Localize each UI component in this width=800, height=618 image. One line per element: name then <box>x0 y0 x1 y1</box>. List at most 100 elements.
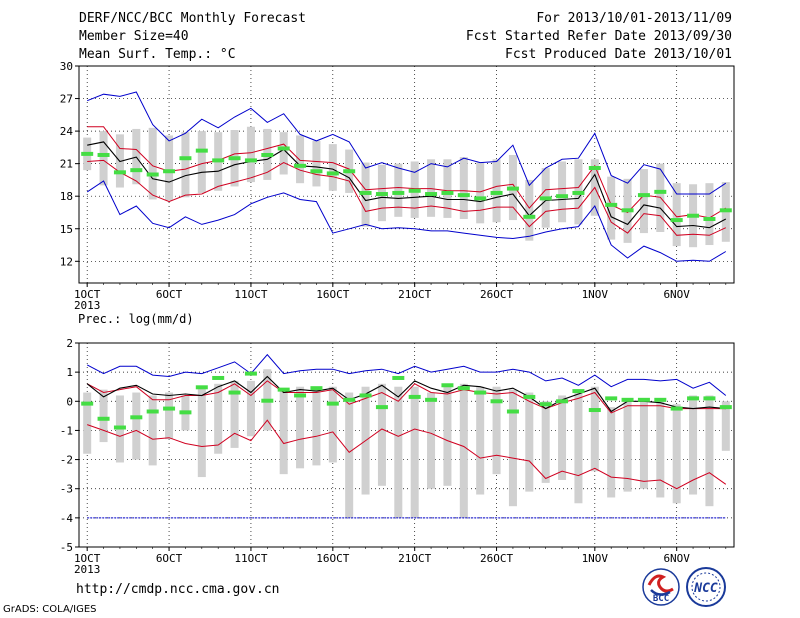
x-year-label: 2013 <box>74 299 101 312</box>
x-tick-label: 1NOV <box>582 288 609 301</box>
spread-bar <box>165 392 174 440</box>
p90-series-line <box>86 380 726 414</box>
variable-label: Mean Surf. Temp.: °C <box>79 47 236 62</box>
p10-series-line <box>87 419 727 490</box>
y-tick-label: 2 <box>66 337 73 350</box>
spread-bar <box>558 395 567 480</box>
spread-bar <box>296 386 305 469</box>
source-url: http://cmdp.ncc.cma.gov.cn <box>76 582 280 597</box>
spread-bar <box>721 401 730 451</box>
precipitation-panel: 1OCT 6OCT 11OCT 16OCT 21OCT 26OCT 1NOV 6NOV 2013… <box>60 337 735 576</box>
x-tick-label: 1OCT <box>74 288 101 301</box>
x-tick-label: 26OCT <box>480 552 513 565</box>
spread-bar <box>99 389 108 443</box>
spread-bar <box>607 407 616 498</box>
spread-bar <box>148 395 157 466</box>
x-tick-label: 1NOV <box>582 552 609 565</box>
spread-bar <box>476 162 485 224</box>
spread-bar <box>590 386 599 472</box>
y-tick-label: 1 <box>66 366 73 379</box>
spread-bar <box>132 392 141 460</box>
min-series-line <box>86 180 727 262</box>
spread-bar <box>508 389 517 507</box>
x-tick-label: 11OCT <box>234 552 267 565</box>
x-tick-label: 16OCT <box>316 288 349 301</box>
x-year-label: 2013 <box>74 563 101 576</box>
spread-bar <box>443 159 452 218</box>
spread-bar <box>197 386 206 478</box>
spread-bar <box>672 183 681 247</box>
ncc-logo: NCC <box>686 567 726 607</box>
spread-bar <box>541 401 550 483</box>
spread-bar <box>230 380 239 448</box>
spread-bar <box>459 157 468 219</box>
grads-credit: GrADS: COLA/IGES <box>3 604 97 615</box>
plot-frame <box>78 342 735 548</box>
y-tick-label: -1 <box>60 424 73 437</box>
x-tick-label: 6NOV <box>663 552 690 565</box>
y-tick-label: 27 <box>60 93 73 106</box>
spread-bar <box>345 392 354 518</box>
max-series-line <box>86 353 727 396</box>
spread-bar <box>672 404 681 504</box>
spread-bar <box>492 386 501 475</box>
bcc-logo: BCC <box>642 568 680 606</box>
spread-bar <box>83 392 92 454</box>
spread-bar <box>165 135 174 201</box>
spread-bar <box>689 395 698 495</box>
spread-bar <box>443 386 452 486</box>
spread-bar <box>394 386 403 518</box>
spread-bar <box>492 159 501 223</box>
chart-title: DERF/NCC/BCC Monthly Forecast <box>79 11 306 26</box>
spread-bar <box>558 161 567 223</box>
spread-bar <box>214 383 223 454</box>
x-tick-label: 1OCT <box>74 552 101 565</box>
spread-bar <box>312 386 321 466</box>
p90-series-line <box>87 126 727 219</box>
spread-bar <box>148 127 157 200</box>
spread-bar <box>656 398 665 498</box>
spread-bar <box>410 386 419 518</box>
y-tick-label: 18 <box>60 190 73 203</box>
mean-series-line <box>86 375 726 413</box>
spread-bar <box>525 392 534 492</box>
mean-series-line <box>87 141 727 229</box>
member-size-label: Member Size=40 <box>79 29 189 44</box>
plot-frame <box>78 65 735 284</box>
x-tick-label: 21OCT <box>398 288 431 301</box>
spread-bar <box>427 159 436 217</box>
y-tick-label: 30 <box>60 60 73 73</box>
spread-bar <box>296 135 305 184</box>
ncc-logo-text: NCC <box>693 581 718 596</box>
spread-bar <box>377 383 386 486</box>
y-tick-label: -4 <box>60 512 74 525</box>
y-tick-label: -5 <box>60 541 73 554</box>
spread-bar <box>279 389 288 475</box>
x-tick-label: 21OCT <box>398 552 431 565</box>
temperature-panel: 1OCT 6OCT 11OCT 16OCT 21OCT 26OCT 1NOV 6NOV 2013… <box>60 60 735 312</box>
spread-bar <box>394 163 403 217</box>
spread-bar <box>476 386 485 495</box>
precipitation-title: Prec.: log(mm/d) <box>78 312 194 326</box>
spread-bar <box>99 131 108 186</box>
spread-bar <box>246 380 255 437</box>
spread-bar <box>427 392 436 489</box>
forecast-started-date: Fcst Started Refer Date 2013/09/30 <box>465 29 732 44</box>
x-tick-label: 11OCT <box>234 288 267 301</box>
x-tick-label: 6OCT <box>156 288 183 301</box>
spread-bar <box>279 132 288 175</box>
y-tick-label: 21 <box>60 158 73 171</box>
spread-bar <box>328 386 337 463</box>
spread-bar <box>312 140 321 187</box>
spread-bar <box>639 398 648 489</box>
y-tick-label: 24 <box>60 125 74 138</box>
y-tick-label: 15 <box>60 223 73 236</box>
y-tick-label: 12 <box>60 255 73 268</box>
spread-bar <box>197 131 206 193</box>
spread-bar <box>525 179 534 241</box>
y-tick-label: -3 <box>60 483 73 496</box>
max-series-line <box>87 91 727 195</box>
spread-bar <box>705 395 714 507</box>
y-tick-label: -2 <box>60 454 73 467</box>
